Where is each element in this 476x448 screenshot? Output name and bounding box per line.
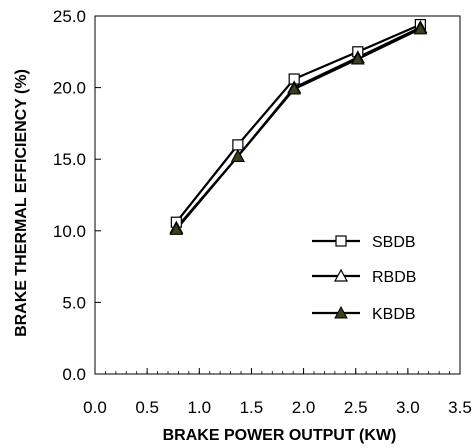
y-tick-label: 5.0 [62,293,86,312]
x-tick-label: 1.5 [240,398,264,417]
legend-label-sbdb: SBDB [372,234,416,251]
data-point-kbdb [231,149,245,162]
data-point-kbdb [413,21,428,35]
data-point-kbdb [287,81,302,95]
x-tick-label: 2.0 [292,398,316,417]
x-tick-label: 1.0 [187,398,211,417]
series-line-kbdb [175,27,421,231]
legend-marker-rbdb [333,268,349,282]
data-point-kbdb [350,51,365,65]
y-tick-label: 15.0 [53,150,86,169]
series-line-sbdb [175,23,421,223]
legend-marker-sbdb [335,235,347,247]
legend-label-rbdb: RBDB [372,269,416,286]
legend-label-kbdb: KBDB [372,306,416,323]
y-tick-label: 25.0 [53,7,86,26]
x-tick-label: 3.0 [396,398,420,417]
y-tick-label: 20.0 [53,79,86,98]
series-line-rbdb [175,26,421,229]
data-point-kbdb [169,222,184,235]
plot-area-frame [94,15,461,375]
x-tick-label: 3.5 [448,398,472,417]
x-tick-label: 2.5 [344,398,368,417]
x-axis-title: BRAKE POWER OUTPUT (KW) [163,427,397,444]
y-axis-title: BRAKE THERMAL EFFICIENCY (%) [13,69,30,337]
x-tick-label: 0.0 [83,398,107,417]
legend-marker-kbdb [334,305,348,319]
x-tick-label: 0.5 [135,398,159,417]
y-tick-label: 0.0 [62,365,86,384]
data-point-sbdb [232,139,244,151]
y-tick-label: 10.0 [53,222,86,241]
